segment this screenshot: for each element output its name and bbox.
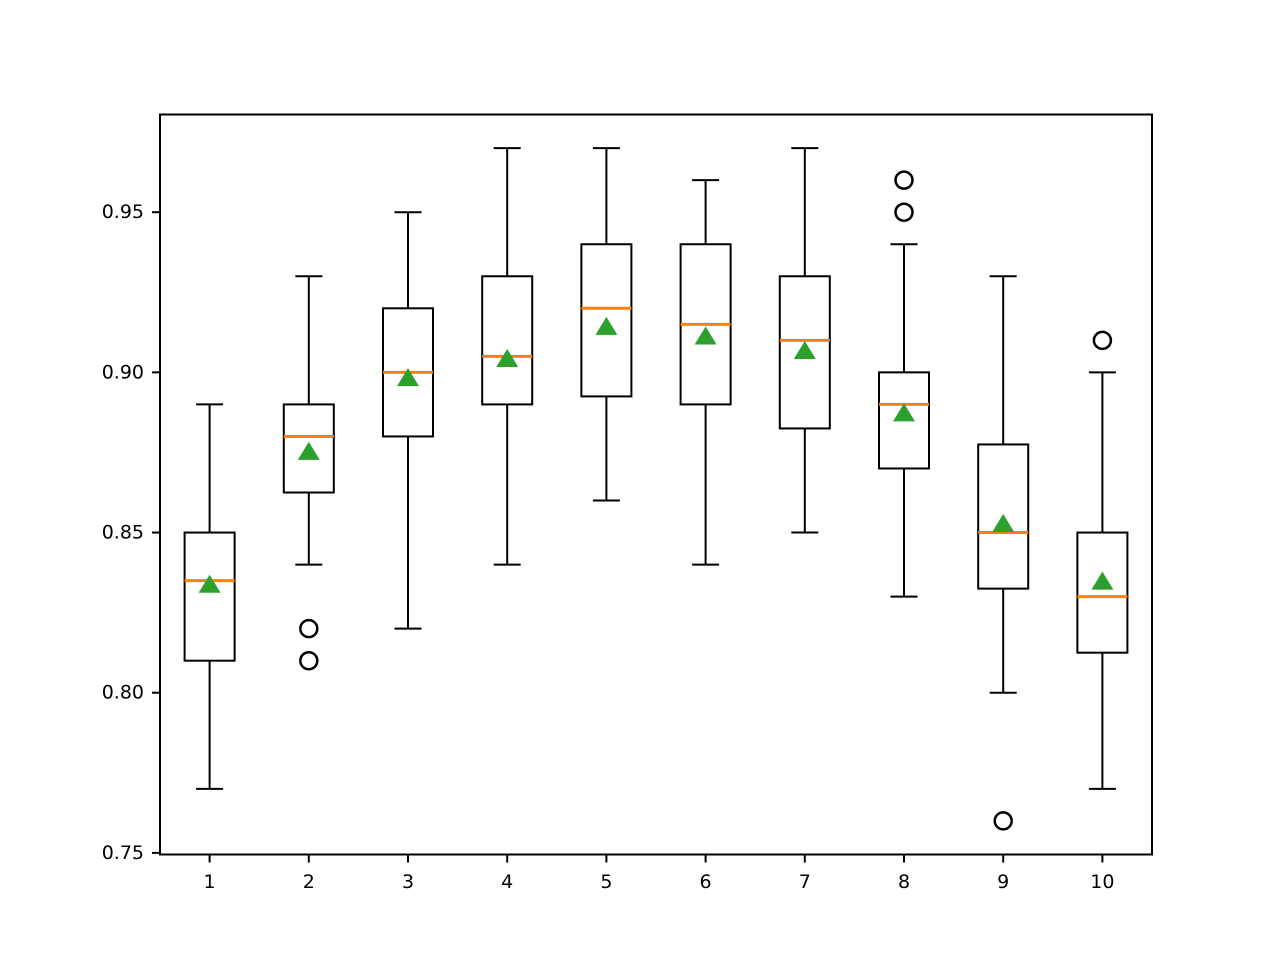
mean-marker-3 <box>397 368 419 387</box>
y-tick-label: 0.85 <box>102 522 144 544</box>
mean-marker-8 <box>893 403 915 422</box>
mean-marker-2 <box>297 441 320 460</box>
outlier-point-8 <box>894 202 914 222</box>
y-tick-label: 0.75 <box>102 842 144 864</box>
mean-marker-1 <box>198 574 221 593</box>
mean-marker-6 <box>694 326 717 345</box>
x-tick-label: 6 <box>700 871 712 893</box>
y-tick-label: 0.90 <box>102 361 144 383</box>
x-tick-label: 1 <box>204 871 216 893</box>
y-tick-label: 0.80 <box>102 682 144 704</box>
box-1 <box>183 531 236 662</box>
x-tick-label: 8 <box>898 871 910 893</box>
outlier-point-10 <box>1092 330 1113 351</box>
box-4 <box>481 275 534 406</box>
outlier-point-8 <box>894 170 914 190</box>
mean-marker-10 <box>1091 571 1114 590</box>
x-tick-label: 4 <box>501 871 513 893</box>
outlier-point-9 <box>993 811 1013 831</box>
mean-marker-7 <box>793 340 816 359</box>
y-tick-label: 0.95 <box>102 201 144 223</box>
mean-marker-9 <box>992 513 1015 532</box>
box-10 <box>1076 531 1129 654</box>
x-tick-label: 5 <box>600 871 612 893</box>
x-tick-label: 10 <box>1090 871 1114 893</box>
x-tick-label: 3 <box>402 871 414 893</box>
x-tick-label: 9 <box>997 871 1009 893</box>
mean-marker-4 <box>496 348 519 367</box>
outlier-point-2 <box>299 618 319 639</box>
x-tick-label: 7 <box>799 871 811 893</box>
outlier-point-2 <box>299 650 319 671</box>
mean-marker-5 <box>595 316 618 335</box>
x-tick-label: 2 <box>303 871 315 893</box>
